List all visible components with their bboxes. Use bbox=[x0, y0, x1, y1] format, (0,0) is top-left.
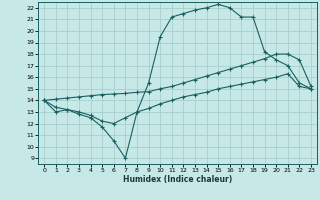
X-axis label: Humidex (Indice chaleur): Humidex (Indice chaleur) bbox=[123, 175, 232, 184]
